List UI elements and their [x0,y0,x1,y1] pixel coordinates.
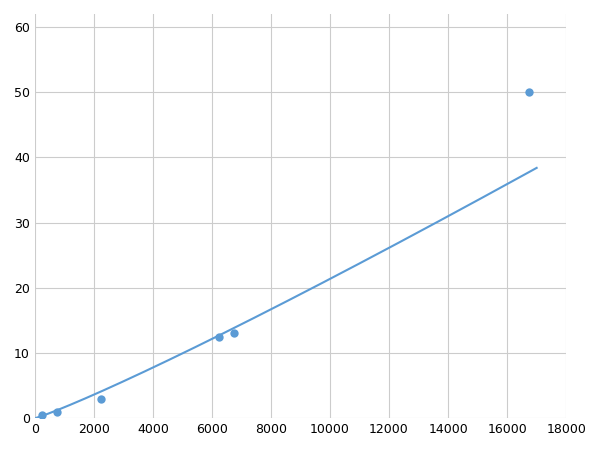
Point [37,411,47,418]
Point [524,89,534,96]
Point [214,333,224,340]
Point [229,330,239,337]
Point [52,408,62,415]
Point [97,395,106,402]
